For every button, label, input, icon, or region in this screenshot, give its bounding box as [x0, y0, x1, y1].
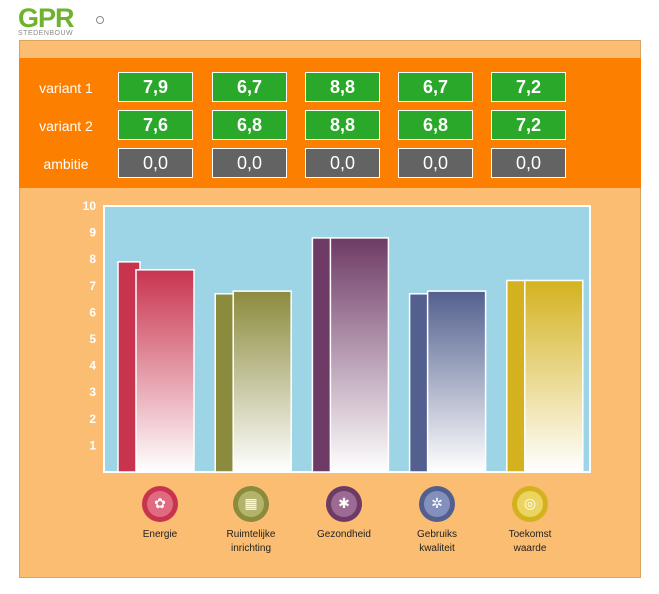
- y-tick-label: 2: [89, 412, 96, 426]
- bar-variant-2: [232, 290, 292, 473]
- category-label-toekomst-line1: Toekomst: [508, 529, 552, 540]
- score-variant2-toekomst[interactable]: 7,2: [491, 110, 566, 140]
- y-tick-label: 3: [89, 385, 96, 399]
- category-label-gebruiks: Gebruiks kwaliteit: [392, 528, 482, 556]
- y-tick-label: 4: [89, 359, 96, 373]
- category-label-ruimtelijke-line1: Ruimtelijke: [226, 529, 276, 540]
- y-tick-label: 6: [89, 305, 96, 319]
- y-tick-label: 1: [89, 438, 96, 452]
- shutter-icon[interactable]: ✲: [419, 486, 455, 522]
- bar-chart: 1 2 3 4 5 6 7 8 9 10: [83, 199, 591, 473]
- y-tick-label: 10: [83, 199, 97, 213]
- score-variant1-toekomst[interactable]: 7,2: [491, 72, 566, 102]
- category-label-gebruiks-line1: Gebruiks: [416, 529, 457, 540]
- snowflake-icon[interactable]: ✱: [326, 486, 362, 522]
- y-tick-label: 9: [89, 226, 96, 240]
- spiral-icon[interactable]: ◎: [512, 486, 548, 522]
- bar-variant-2: [524, 279, 584, 473]
- score-ambitie-toekomst[interactable]: 0,0: [491, 148, 566, 178]
- category-label-energie: Energie: [115, 528, 205, 542]
- bar-variant-2: [426, 290, 487, 473]
- score-ambitie-ruimtelijke[interactable]: 0,0: [212, 148, 287, 178]
- registered-icon: [96, 16, 104, 24]
- score-ambitie-gebruiks[interactable]: 0,0: [398, 148, 473, 178]
- y-tick-label: 7: [89, 279, 96, 293]
- score-ambitie-gezondheid[interactable]: 0,0: [305, 148, 380, 178]
- row-label-ambitie: ambitie: [43, 156, 89, 172]
- score-variant1-gebruiks[interactable]: 6,7: [398, 72, 473, 102]
- bar-variant-2: [135, 269, 195, 473]
- logo-mark: GPR: [18, 3, 75, 33]
- logo-subtitle: STEDENBOUW: [18, 30, 74, 37]
- bar-variant-2: [329, 237, 390, 473]
- logo: GPR STEDENBOUW: [18, 3, 104, 40]
- score-variant1-energie[interactable]: 7,9: [118, 72, 193, 102]
- category-label-ruimtelijke-line2: inrichting: [230, 543, 272, 554]
- y-tick-label: 5: [89, 332, 96, 346]
- score-variant2-ruimtelijke[interactable]: 6,8: [212, 110, 287, 140]
- score-variant1-ruimtelijke[interactable]: 6,7: [212, 72, 287, 102]
- row-label-variant-2: variant 2: [39, 118, 93, 134]
- flower-icon[interactable]: ✿: [142, 486, 178, 522]
- category-label-toekomst-line2: waarde: [513, 543, 547, 554]
- category-icons: ✿ ▦ ✱ ✲ ◎ Energie Ruimtelijke inrichting…: [0, 480, 659, 590]
- category-label-gezondheid-line1: Gezondheid: [317, 529, 371, 540]
- score-ambitie-energie[interactable]: 0,0: [118, 148, 193, 178]
- row-label-variant-1: variant 1: [39, 80, 93, 96]
- score-variant2-gezondheid[interactable]: 8,8: [305, 110, 380, 140]
- category-label-gebruiks-line2: kwaliteit: [419, 543, 455, 554]
- category-label-energie-line1: Energie: [142, 529, 178, 540]
- score-variant2-energie[interactable]: 7,6: [118, 110, 193, 140]
- category-label-toekomst: Toekomst waarde: [485, 528, 575, 556]
- category-label-gezondheid: Gezondheid: [299, 528, 389, 542]
- y-tick-label: 8: [89, 252, 96, 266]
- score-variant2-gebruiks[interactable]: 6,8: [398, 110, 473, 140]
- brick-wall-icon[interactable]: ▦: [233, 486, 269, 522]
- score-variant1-gezondheid[interactable]: 8,8: [305, 72, 380, 102]
- category-label-ruimtelijke: Ruimtelijke inrichting: [206, 528, 296, 556]
